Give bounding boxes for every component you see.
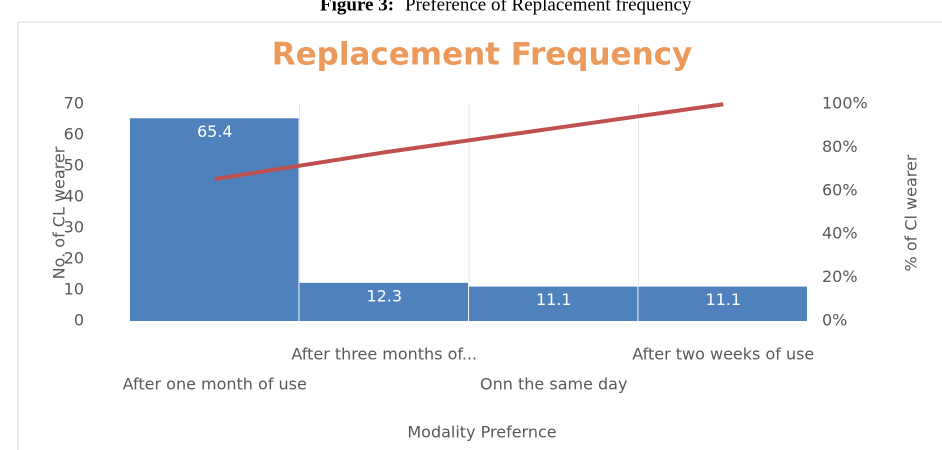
y2-tick-label: 60% <box>822 180 858 199</box>
y-tick-label: 70 <box>64 94 84 113</box>
data-label: 11.1 <box>705 290 741 309</box>
y2-tick-label: 100% <box>822 94 868 113</box>
y2-tick-label: 40% <box>822 224 858 243</box>
chart-frame <box>17 21 942 450</box>
bar <box>638 286 807 321</box>
y-tick-label: 10 <box>64 280 84 299</box>
x-axis-label: Modality Prefernce <box>407 423 556 442</box>
y2-axis-label: % of Cl wearer <box>902 154 921 271</box>
y-tick-label: 0 <box>74 311 84 330</box>
bar <box>299 282 468 321</box>
bar <box>130 118 299 321</box>
line <box>214 102 724 182</box>
y-tick-label: 60 <box>64 125 84 144</box>
x-tick-label: After three months of... <box>291 345 477 364</box>
y2-tick-label: 80% <box>822 137 858 156</box>
caption-text: Preference of Replacement frequency <box>405 0 692 15</box>
x-tick-label: After one month of use <box>123 375 307 394</box>
y-tick-label: 20 <box>64 249 84 268</box>
chart-title: Replacement Frequency <box>272 37 692 73</box>
data-label: 65.4 <box>197 122 233 141</box>
y-tick-label: 50 <box>64 156 84 175</box>
caption-label: Figure 3: <box>320 0 394 15</box>
x-tick-label: After two weeks of use <box>632 345 814 364</box>
bar <box>469 286 638 321</box>
y-tick-label: 40 <box>64 187 84 206</box>
data-label: 11.1 <box>536 290 572 309</box>
x-tick-label: Onn the same day <box>480 375 627 394</box>
y-axis-label: No. of CL wearer <box>50 146 69 279</box>
data-label: 12.3 <box>366 286 402 305</box>
y-tick-label: 30 <box>64 218 84 237</box>
y2-tick-label: 20% <box>822 267 858 286</box>
y2-tick-label: 0% <box>822 311 847 330</box>
